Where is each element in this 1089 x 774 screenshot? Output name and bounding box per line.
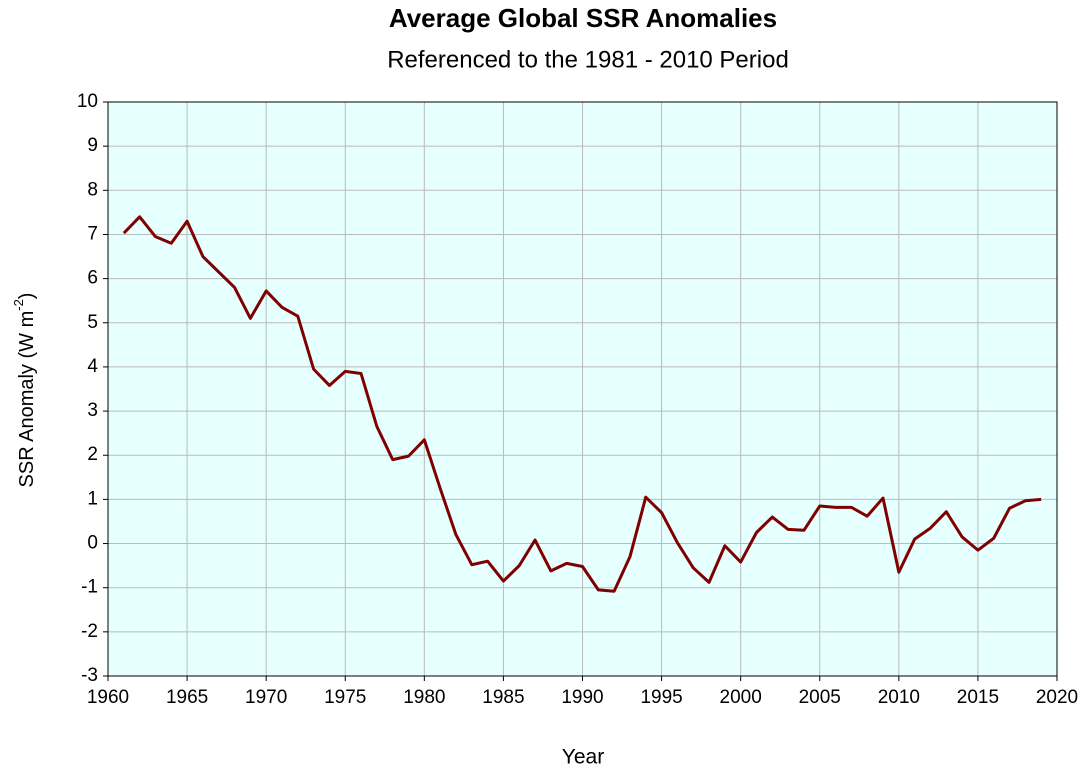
data-line [122, 215, 1042, 593]
y-axis-label: SSR Anomaly (W m-2) [11, 293, 38, 488]
x-tick-label: 2015 [957, 687, 999, 708]
y-tick-label: -3 [81, 665, 98, 686]
y-tick-label: 2 [87, 444, 98, 465]
y-tick-label: 3 [87, 400, 98, 421]
y-tick-label: 8 [87, 179, 98, 200]
y-tick-label: 10 [77, 91, 98, 112]
y-axis-label-end: ) [16, 293, 38, 300]
x-tick-label: 1965 [166, 687, 208, 708]
x-tick-label: 2010 [878, 687, 920, 708]
chart-subtitle: Referenced to the 1981 - 2010 Period [387, 46, 789, 73]
x-axis-label: Year [562, 746, 604, 769]
y-tick-label: -2 [81, 621, 98, 642]
y-tick-label: 4 [87, 356, 98, 377]
x-tick-label: 1970 [245, 687, 287, 708]
chart-title: Average Global SSR Anomalies [389, 3, 777, 33]
x-tick-label: 2000 [720, 687, 762, 708]
x-tick-label: 2020 [1036, 687, 1078, 708]
x-tick-label: 1960 [87, 687, 129, 708]
y-axis-label-sup: -2 [11, 299, 26, 311]
x-tick-label: 1985 [482, 687, 524, 708]
y-tick-label: 9 [87, 135, 98, 156]
y-tick-label: 1 [87, 488, 98, 509]
y-tick-label: 7 [87, 223, 98, 244]
x-tick-label: 2005 [799, 687, 841, 708]
y-tick-label: 0 [87, 533, 98, 554]
x-tick-label: 1990 [561, 687, 603, 708]
y-tick-label: -1 [81, 577, 98, 598]
y-axis-label-text: SSR Anomaly (W m [16, 311, 38, 488]
y-tick-label: 5 [87, 312, 98, 333]
x-tick-label: 1975 [324, 687, 366, 708]
x-tick-label: 1980 [403, 687, 445, 708]
y-tick-label: 6 [87, 268, 98, 289]
x-tick-label: 1995 [640, 687, 682, 708]
plot-border [107, 101, 1058, 677]
